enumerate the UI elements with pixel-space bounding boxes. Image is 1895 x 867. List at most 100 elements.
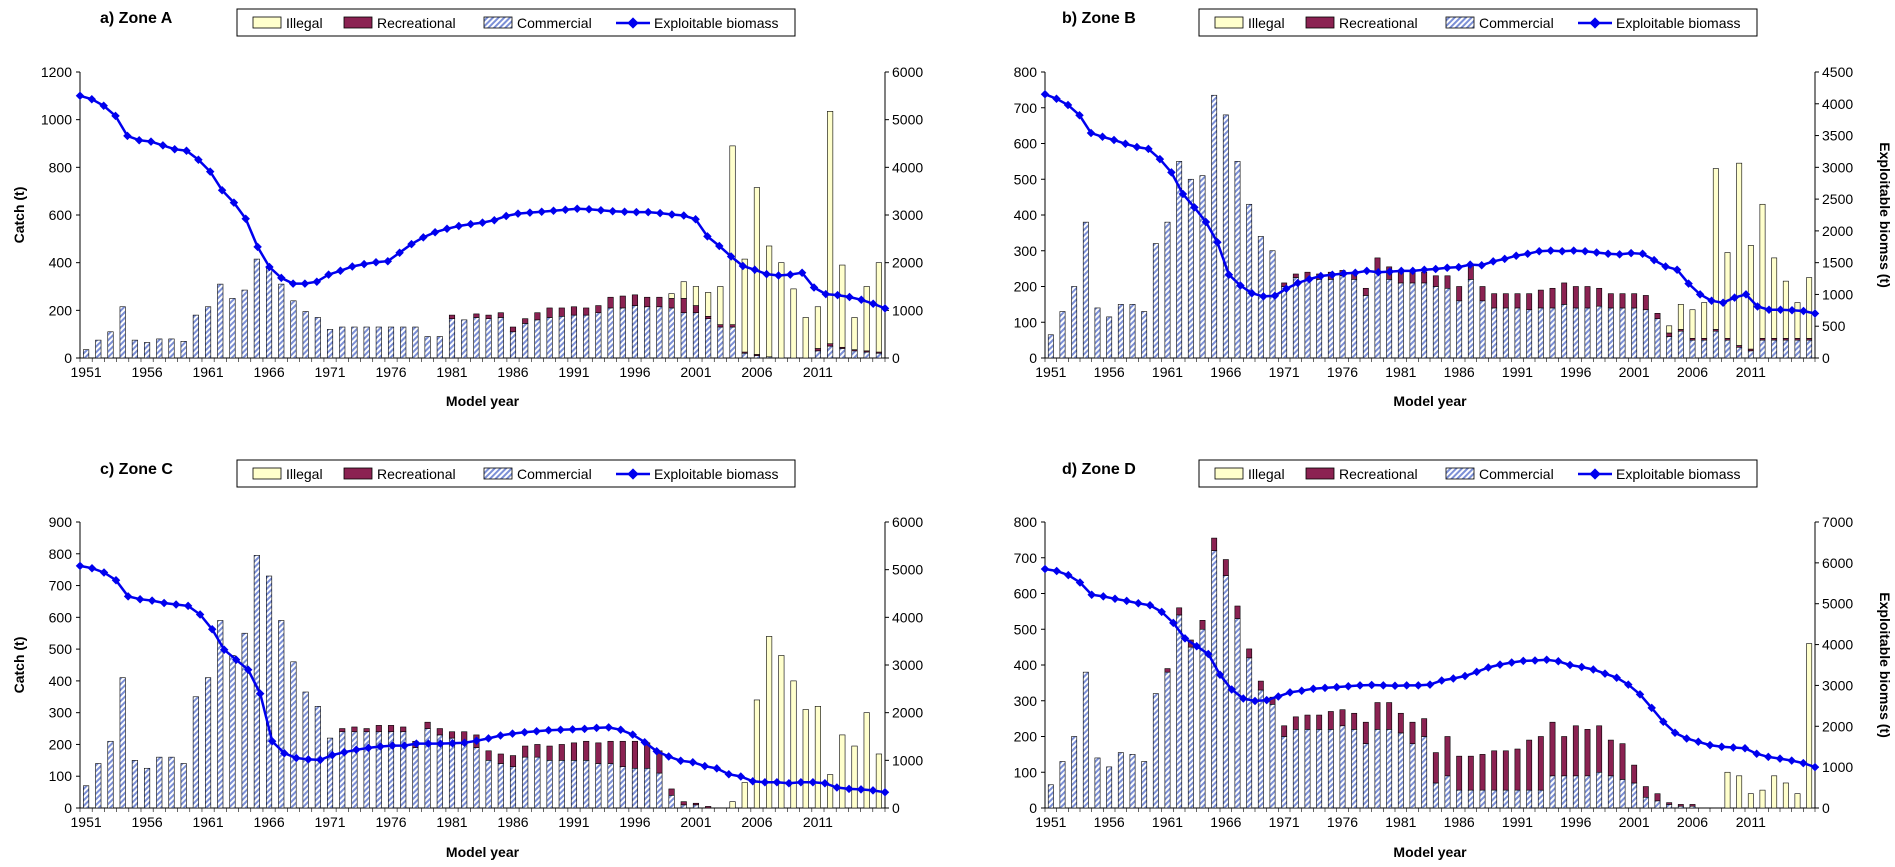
biomass-point: [241, 214, 250, 224]
biomass-point: [1705, 740, 1715, 750]
bar-commercial: [534, 319, 541, 359]
x-tick-label: 1981: [436, 814, 467, 830]
bar-commercial: [619, 307, 626, 359]
biomass-point: [608, 206, 617, 216]
bar-commercial: [692, 312, 699, 359]
biomass-point: [255, 689, 265, 698]
biomass-point: [643, 207, 653, 217]
bar-recreational: [1572, 286, 1579, 309]
biomass-point: [1316, 271, 1326, 281]
biomass-point: [1477, 260, 1486, 270]
bar-commercial: [1631, 307, 1638, 359]
x-tick-label: 2001: [680, 364, 711, 380]
x-tick-label: 1956: [1094, 364, 1125, 380]
bar-recreational: [1642, 786, 1649, 798]
bar-illegal: [1712, 168, 1719, 330]
bar-commercial: [351, 731, 358, 809]
bar-recreational: [436, 728, 443, 736]
biomass-point: [336, 266, 345, 276]
bar-commercial: [1572, 775, 1579, 809]
bar-commercial: [1082, 671, 1089, 809]
y2-tick-label: 1000: [892, 302, 923, 318]
bar-recreational: [522, 745, 529, 758]
bar-commercial: [485, 760, 492, 809]
biomass-point: [1355, 681, 1365, 690]
bar-recreational: [595, 305, 602, 314]
y-tick-label: 200: [1014, 279, 1038, 295]
bar-commercial: [1047, 334, 1054, 359]
biomass-point: [280, 748, 289, 758]
bar-commercial: [1596, 771, 1603, 809]
bar-commercial: [131, 339, 138, 359]
biomass-point: [1344, 681, 1353, 691]
bar-recreational: [705, 315, 712, 319]
biomass-point: [1064, 570, 1073, 580]
biomass-point: [1454, 262, 1463, 272]
x-tick-label: 1966: [1210, 814, 1241, 830]
x-tick-label: 1966: [1210, 364, 1241, 380]
biomass-point: [1169, 618, 1178, 628]
bar-commercial: [241, 289, 248, 359]
biomass-point: [1262, 695, 1271, 705]
y2-tick-label: 5000: [892, 112, 923, 128]
bar-recreational: [546, 745, 553, 761]
x-axis-label: Model year: [446, 844, 520, 860]
biomass-point: [1600, 669, 1610, 678]
biomass-point: [652, 747, 661, 756]
biomass-point: [1075, 578, 1085, 587]
bar-commercial: [644, 306, 651, 359]
bar-illegal: [802, 317, 809, 359]
biomass-point: [628, 730, 637, 739]
bar-commercial: [595, 763, 602, 809]
bar-commercial: [168, 338, 175, 359]
biomass-point: [1250, 696, 1260, 706]
bar-commercial: [1281, 286, 1288, 359]
bar-recreational: [1607, 739, 1614, 777]
bar-recreational: [424, 721, 431, 729]
biomass-point: [436, 739, 445, 748]
bar-commercial: [1129, 754, 1136, 809]
y-tick-label: 100: [1014, 314, 1038, 330]
biomass-line: [1044, 567, 1816, 769]
biomass-point: [525, 208, 535, 217]
bar-recreational: [729, 324, 736, 328]
legend-label: Exploitable biomass: [654, 15, 779, 31]
bar-commercial: [1432, 782, 1439, 809]
y2-tick-label: 4500: [1822, 64, 1853, 80]
panel-2: b) Zone B Illegal Recreational Commercial Ex…: [1014, 8, 1893, 409]
bar-illegal: [1736, 162, 1743, 346]
bar-commercial: [1316, 279, 1323, 359]
biomass-point: [1367, 680, 1376, 690]
biomass-point: [217, 185, 227, 195]
bar-recreational: [1514, 748, 1521, 791]
bar-commercial: [400, 326, 407, 359]
bar-commercial: [1631, 782, 1638, 809]
bar-illegal: [729, 801, 736, 809]
bar-recreational: [1444, 275, 1451, 289]
legend-swatch-illegal: [1214, 16, 1244, 29]
bar-illegal: [692, 286, 699, 306]
y-tick-label: 600: [49, 207, 73, 223]
bar-commercial: [729, 326, 736, 359]
bar-commercial: [1246, 203, 1253, 359]
biomass-point: [1236, 281, 1245, 290]
y-tick-label: 0: [1029, 350, 1037, 366]
biomass-point: [592, 723, 601, 733]
bar-commercial: [1199, 628, 1206, 809]
bar-commercial: [278, 620, 285, 809]
bar-commercial: [1782, 339, 1789, 359]
biomass-point: [419, 233, 428, 242]
x-tick-label: 1996: [1560, 364, 1591, 380]
bar-recreational: [619, 740, 626, 767]
bar-illegal: [705, 292, 712, 317]
legend-label: Commercial: [1479, 466, 1554, 482]
bar-commercial: [351, 326, 358, 359]
bar-commercial: [1724, 339, 1731, 359]
y-tick-label: 0: [64, 350, 72, 366]
biomass-point: [632, 207, 641, 217]
bar-commercial: [1514, 307, 1521, 359]
biomass-point: [472, 736, 481, 746]
legend-label: Recreational: [377, 15, 456, 31]
bar-illegal: [1701, 302, 1708, 339]
bar-illegal: [1794, 302, 1801, 339]
